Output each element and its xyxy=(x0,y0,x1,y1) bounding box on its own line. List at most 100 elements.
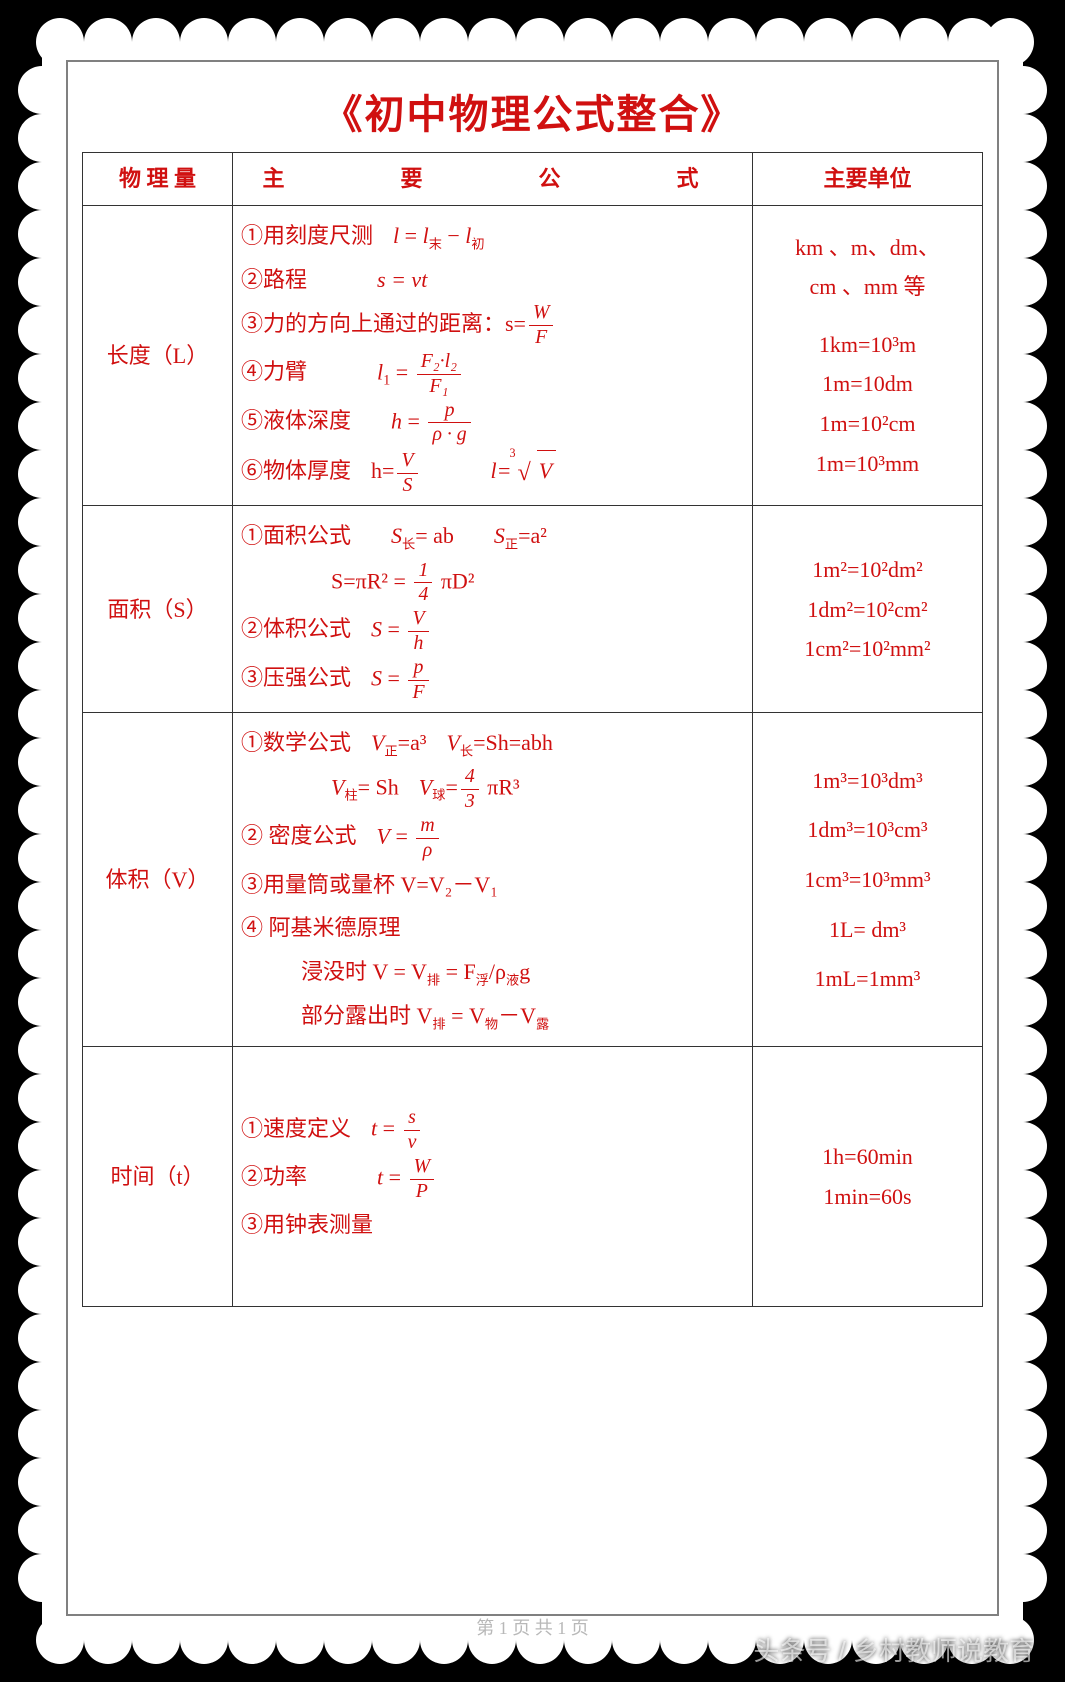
formula-label: ①用刻度尺测 xyxy=(241,216,373,256)
formula-eq: s = vt xyxy=(377,267,427,292)
watermark-text: 头条号 / 乡村教师说教育 xyxy=(753,1631,1035,1668)
formula-label: ①数学公式 xyxy=(241,723,351,763)
unit-line: 1L= dm³ xyxy=(761,910,974,950)
fraction: WF xyxy=(529,303,553,348)
formula-var: V xyxy=(377,823,390,848)
formula-var: t xyxy=(377,1164,383,1189)
formula-label: ②路程 xyxy=(241,260,307,300)
formula-eq: = xyxy=(445,775,457,800)
unit-cell-volume: 1m³=10³dm³ 1dm³=10³cm³ 1cm³=10³mm³ 1L= d… xyxy=(753,713,983,1047)
unit-line: 1h=60min xyxy=(761,1137,974,1177)
unit-line: 1cm³=10³mm³ xyxy=(761,860,974,900)
inner-frame: 《初中物理公式整合》 物 理 量 主 要 公 式 主要单位 长度（L） ①用刻度… xyxy=(66,60,999,1616)
formula-sub: 浮 xyxy=(476,972,489,987)
unit-line: 1m³=10³dm³ xyxy=(761,761,974,801)
qty-label-length: 长度（L） xyxy=(83,205,233,506)
formula-eq: = V xyxy=(446,1003,485,1028)
formula-sub: 正 xyxy=(384,744,397,759)
formula-table: 物 理 量 主 要 公 式 主要单位 长度（L） ①用刻度尺测l = l末 − … xyxy=(82,152,983,1307)
fraction: 14 xyxy=(414,561,432,606)
formula-sub: 初 xyxy=(471,236,484,251)
formula-label: ③力的方向上通过的距离：s= xyxy=(241,304,526,344)
table-row: 体积（V） ①数学公式V正=a³V长=Sh=abh V柱= ShV球=43 πR… xyxy=(83,713,983,1047)
formula-sub: 末 xyxy=(429,236,442,251)
fraction: pF xyxy=(408,658,428,703)
formula-var: V xyxy=(371,730,384,755)
unit-cell-length: km 、m、dm、 cm 、mm 等 1km=10³m 1m=10dm 1m=1… xyxy=(753,205,983,506)
formula-label: ④力臂 xyxy=(241,352,307,392)
unit-line: 1cm²=10²mm² xyxy=(761,629,974,669)
formula-eq: /ρ xyxy=(489,959,506,984)
unit-line: km 、m、dm、 xyxy=(761,228,974,268)
unit-line: 1mL=1mm³ xyxy=(761,959,974,999)
fraction: WP xyxy=(410,1157,434,1202)
formula-label: ②体积公式 xyxy=(241,609,351,649)
formula-label: ①速度定义 xyxy=(241,1109,351,1149)
formula-label: ②功率 xyxy=(241,1157,307,1197)
formula-cell-length: ①用刻度尺测l = l末 − l初 ②路程s = vt ③力的方向上通过的距离：… xyxy=(233,205,753,506)
formula-label: ⑤液体深度 xyxy=(241,401,351,441)
formula-cell-time: ①速度定义t = sv ②功率t = WP ③用钟表测量 xyxy=(233,1047,753,1307)
unit-line: 1min=60s xyxy=(761,1177,974,1217)
formula-eq: =a³ xyxy=(398,730,427,755)
table-row: 时间（t） ①速度定义t = sv ②功率t = WP ③用钟表测量 1h=60… xyxy=(83,1047,983,1307)
unit-line: 1dm³=10³cm³ xyxy=(761,810,974,850)
fraction: Vh xyxy=(408,609,428,654)
fraction: sv xyxy=(404,1108,421,1153)
formula-eq: S=πR² = xyxy=(331,568,411,593)
fraction: F₂·l₂F₁ xyxy=(417,352,461,397)
formula-eq: = Sh xyxy=(358,775,399,800)
formula-eq: = F xyxy=(440,959,476,984)
formula-eq: 部分露出时 V xyxy=(301,1003,432,1028)
formula-sub: 长 xyxy=(460,744,473,759)
unit-line: 1dm²=10²cm² xyxy=(761,590,974,630)
paper: 《初中物理公式整合》 物 理 量 主 要 公 式 主要单位 长度（L） ①用刻度… xyxy=(42,42,1023,1640)
formula-sub: 排 xyxy=(432,1016,445,1031)
formula-sub: 露 xyxy=(536,1016,549,1031)
page-title: 《初中物理公式整合》 xyxy=(82,82,983,140)
formula-sub: 1 xyxy=(383,373,390,389)
fraction: 43 xyxy=(461,767,479,812)
table-row: 面积（S） ①面积公式S长= abS正=a² S=πR² = 14 πD² ②体… xyxy=(83,506,983,713)
qty-label-area: 面积（S） xyxy=(83,506,233,713)
formula-label: ④ 阿基米德原理 xyxy=(241,908,401,948)
formula-sub: 液 xyxy=(506,972,519,987)
formula-label: ② 密度公式 xyxy=(241,816,357,856)
formula-sub: 长 xyxy=(402,537,415,552)
unit-cell-time: 1h=60min 1min=60s xyxy=(753,1047,983,1307)
formula-eq: －V xyxy=(498,1003,536,1028)
formula-sub: 排 xyxy=(427,972,440,987)
formula-sub: 物 xyxy=(485,1016,498,1031)
formula-eq: ③用量筒或量杯 V=V₂－V₁ xyxy=(241,865,498,905)
header-unit: 主要单位 xyxy=(753,153,983,206)
fraction: pρ · g xyxy=(428,401,470,446)
formula-label: ③用钟表测量 xyxy=(241,1205,373,1245)
header-qty: 物 理 量 xyxy=(83,153,233,206)
unit-line: 1m=10²cm xyxy=(761,404,974,444)
qty-label-time: 时间（t） xyxy=(83,1047,233,1307)
fraction: mρ xyxy=(416,816,438,861)
formula-label: ⑥物体厚度 xyxy=(241,451,351,491)
formula-var: S xyxy=(371,665,382,690)
qty-label-volume: 体积（V） xyxy=(83,713,233,1047)
formula-cell-area: ①面积公式S长= abS正=a² S=πR² = 14 πD² ②体积公式S =… xyxy=(233,506,753,713)
formula-var: h= xyxy=(371,458,394,483)
formula-var: S xyxy=(391,523,402,548)
table-header-row: 物 理 量 主 要 公 式 主要单位 xyxy=(83,153,983,206)
formula-var: V xyxy=(419,775,432,800)
formula-cell-volume: ①数学公式V正=a³V长=Sh=abh V柱= ShV球=43 πR³ ② 密度… xyxy=(233,713,753,1047)
formula-var: l xyxy=(393,223,399,248)
formula-label: ①面积公式 xyxy=(241,516,351,556)
unit-line: 1m=10³mm xyxy=(761,444,974,484)
unit-cell-area: 1m²=10²dm² 1dm²=10²cm² 1cm²=10²mm² xyxy=(753,506,983,713)
formula-var: V xyxy=(446,730,459,755)
formula-sub: 球 xyxy=(432,788,445,803)
unit-line: 1m²=10²dm² xyxy=(761,550,974,590)
unit-line: cm 、mm 等 xyxy=(761,267,974,307)
unit-line: 1m=10dm xyxy=(761,364,974,404)
formula-sub: 正 xyxy=(505,537,518,552)
nth-root: 3V xyxy=(512,449,557,493)
table-row: 长度（L） ①用刻度尺测l = l末 − l初 ②路程s = vt ③力的方向上… xyxy=(83,205,983,506)
fraction: VS xyxy=(397,451,417,496)
formula-var: t xyxy=(371,1116,377,1141)
